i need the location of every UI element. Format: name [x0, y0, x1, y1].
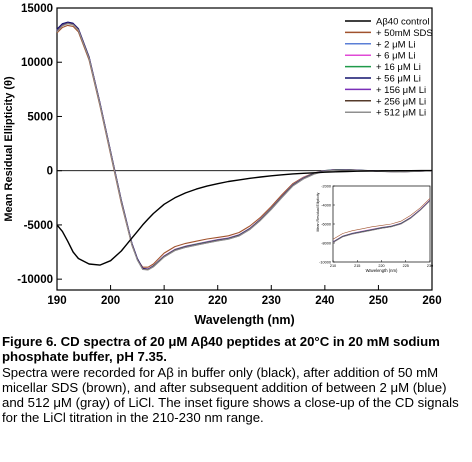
inset-y-axis-label: Mean Residual Ellipticity	[316, 192, 320, 231]
inset-y-tick-label: -8000	[321, 242, 331, 246]
inset-x-tick-label: 215	[354, 264, 360, 268]
legend-entry: + 16 μM Li	[376, 62, 421, 73]
x-tick-label: 260	[422, 295, 441, 307]
x-tick-label: 240	[315, 295, 334, 307]
legend-entry: + 512 μM Li	[376, 108, 426, 119]
legend-entry: + 50mM SDS	[376, 28, 433, 39]
legend-entry: + 156 μM Li	[376, 85, 426, 96]
x-tick-label: 250	[369, 295, 388, 307]
inset-x-axis-label: Wavelength (nm)	[366, 268, 398, 273]
figure-caption: Figure 6. CD spectra of 20 μM Aβ40 pepti…	[2, 334, 468, 425]
series-line-control	[56, 169, 432, 266]
y-axis-label: Mean Residual Ellipticity (θ)	[3, 76, 15, 222]
inset-frame	[332, 185, 431, 263]
caption-title: Figure 6. CD spectra of 20 μM Aβ40 pepti…	[2, 334, 440, 364]
inset-y-tick-label: -10000	[319, 261, 331, 265]
x-tick-label: 220	[208, 295, 227, 307]
legend-entry: + 6 μM Li	[376, 51, 416, 62]
y-tick-label: 15000	[21, 3, 53, 15]
inset-y-tick-label: -4000	[321, 204, 331, 208]
inset-series-line-8	[332, 200, 431, 243]
cd-spectra-chart: 15000 10000 5000 0 -5000 -10000 190 200 210 220 23…	[3, 3, 442, 327]
y-tick-label: -5000	[24, 220, 53, 232]
x-tick-label: 210	[155, 295, 174, 307]
legend-entry: Aβ40 control	[376, 17, 430, 28]
x-tick-label: 190	[47, 295, 66, 307]
y-tick-label: 0	[47, 166, 53, 178]
x-tick-label: 200	[101, 295, 120, 307]
inset-y-tick-label: -2000	[321, 185, 331, 189]
inset-x-tick-label: 210	[330, 264, 336, 268]
legend-entry: + 2 μM Li	[376, 39, 416, 50]
legend-entry: + 256 μM Li	[376, 96, 426, 107]
plot-frame	[56, 7, 433, 291]
inset-x-tick-label: 230	[427, 264, 433, 268]
y-tick-label: 10000	[21, 57, 53, 69]
y-tick-label: -10000	[17, 274, 53, 286]
inset-y-tick-label: -6000	[321, 223, 331, 227]
main-axes: 15000 10000 5000 0 -5000 -10000 190 200 210 220 23…	[3, 3, 442, 327]
y-tick-label: 5000	[27, 111, 53, 123]
legend: Aβ40 control+ 50mM SDS+ 2 μM Li+ 6 μM Li…	[345, 17, 433, 119]
inset-series-line-1	[332, 198, 431, 240]
inset-x-tick-label: 225	[403, 264, 409, 268]
inset-x-tick-label: 220	[378, 264, 384, 268]
x-tick-label: 230	[262, 295, 281, 307]
main-series-layer	[56, 21, 433, 271]
legend-entry: + 56 μM Li	[376, 74, 421, 85]
x-axis-label: Wavelength (nm)	[194, 313, 294, 327]
caption-body: Spectra were recorded for Aβ in buffer o…	[2, 365, 459, 425]
